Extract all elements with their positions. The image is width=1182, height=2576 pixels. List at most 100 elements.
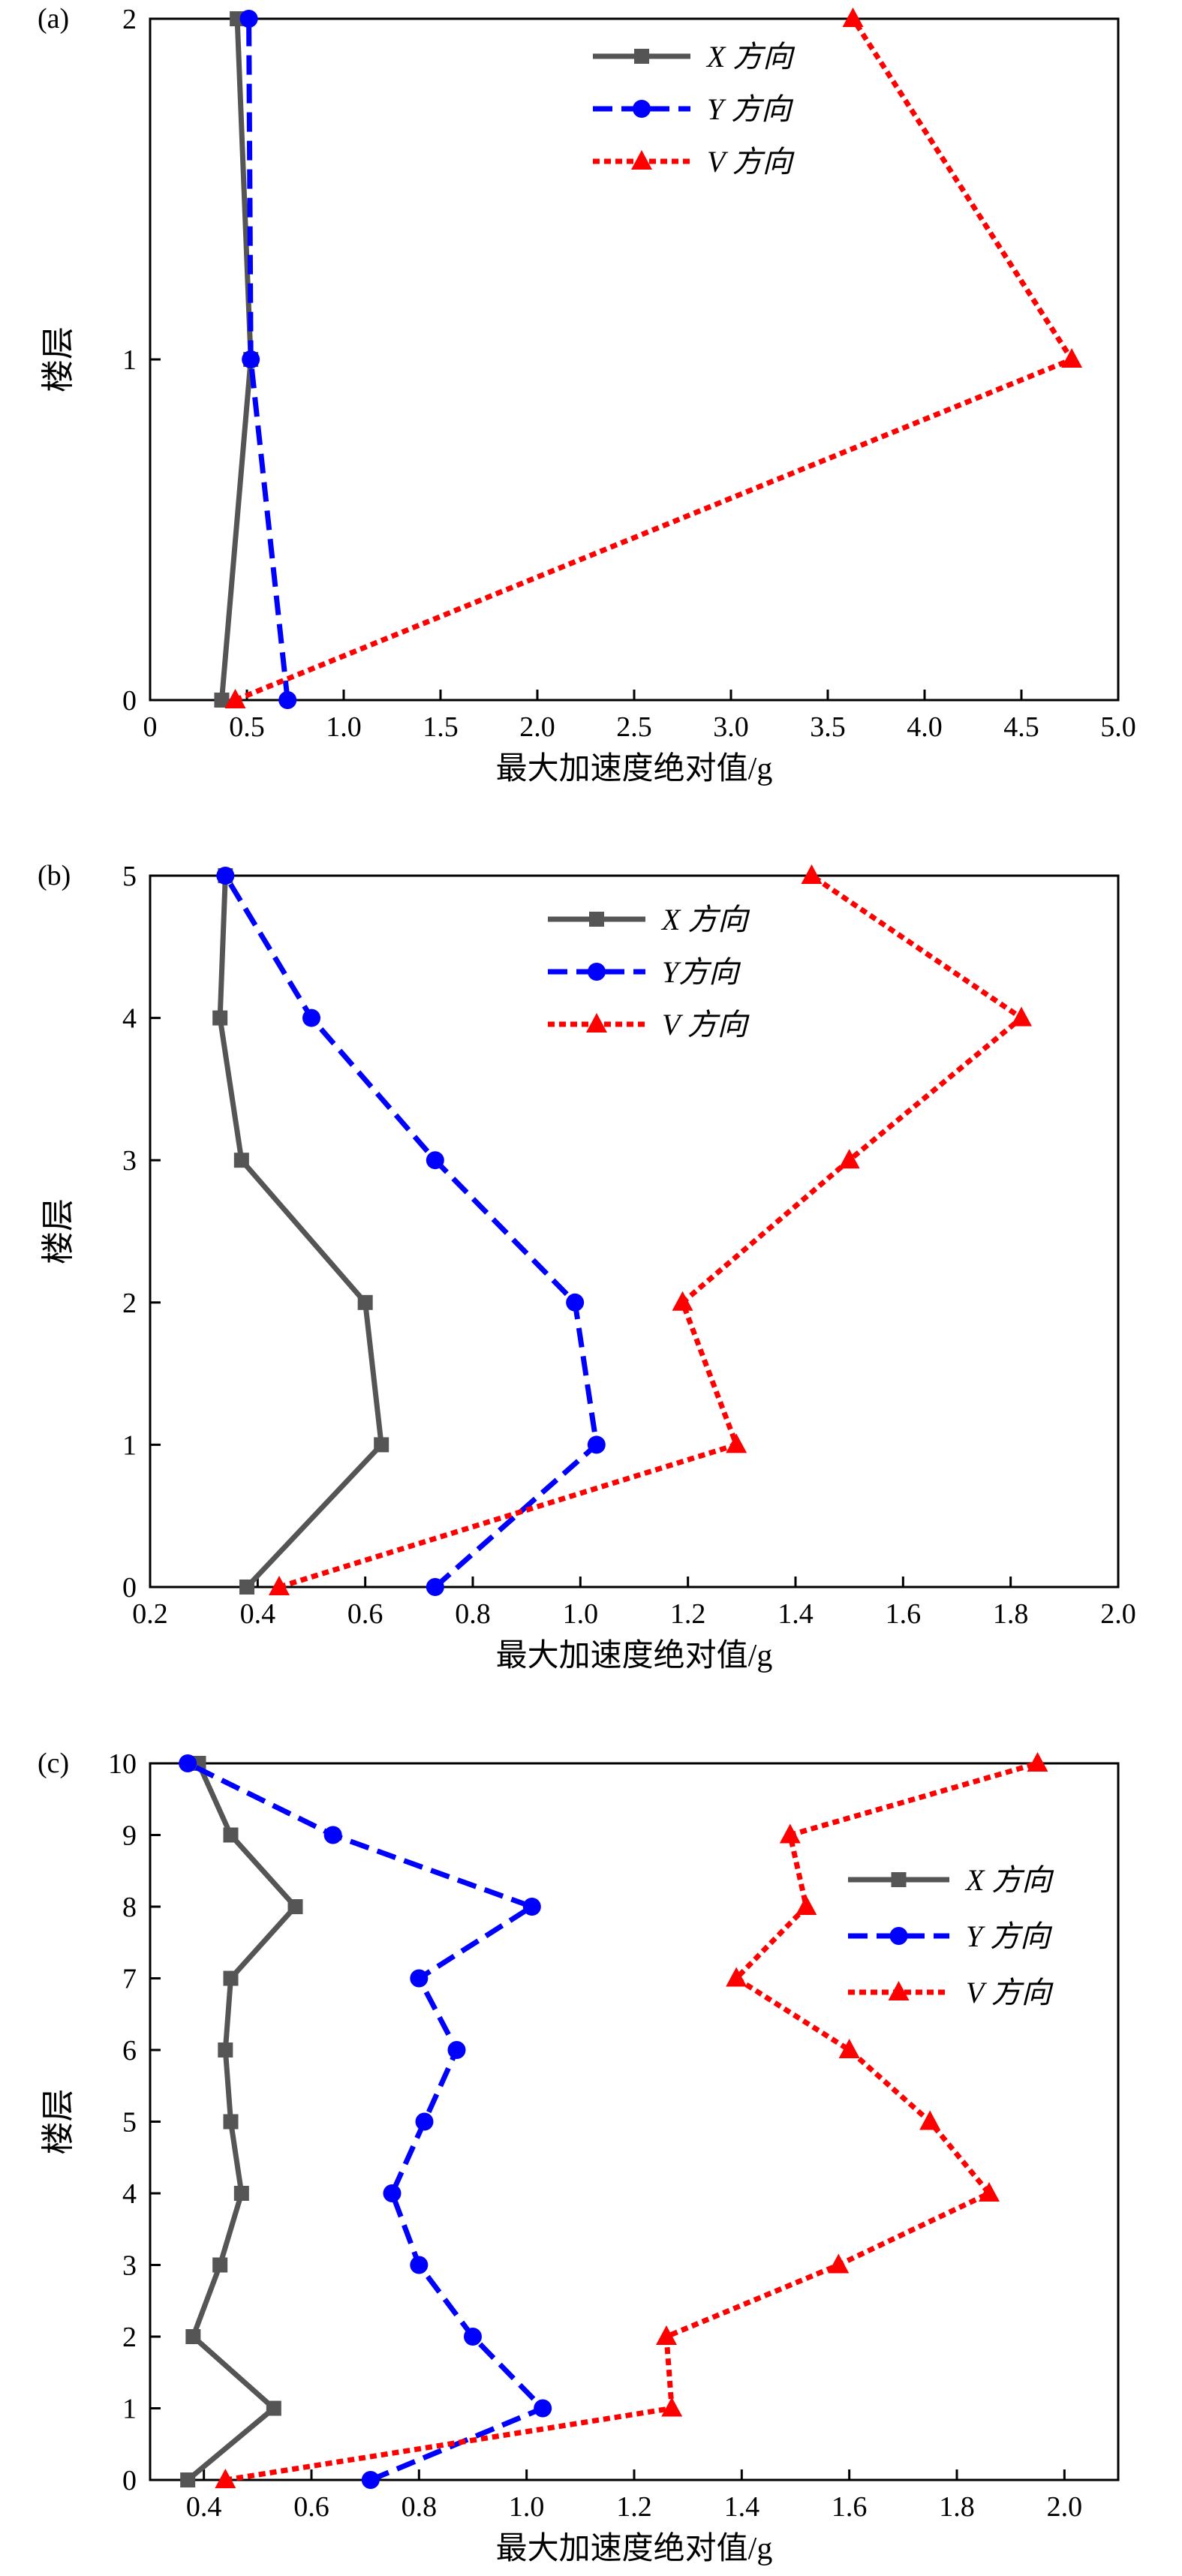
series-line (217, 875, 384, 1589)
x-tick-label: 3.0 (713, 711, 749, 743)
data-point (212, 2257, 228, 2273)
x-axis-label: 最大加速度绝对值/g (496, 751, 773, 786)
data-point (1011, 1006, 1032, 1026)
legend-marker (586, 1013, 607, 1033)
series-0 (180, 1756, 303, 2487)
data-point (383, 2184, 402, 2202)
data-point (278, 691, 297, 709)
data-point (215, 2469, 236, 2488)
x-tick-label: 1.6 (832, 2491, 868, 2523)
x-tick-label: 2.0 (1047, 2491, 1083, 2523)
x-tick-label: 3.5 (810, 711, 846, 743)
x-tick-label: 0.6 (347, 1598, 383, 1630)
x-tick-label: 5.0 (1100, 711, 1136, 743)
y-tick-label: 0 (122, 1572, 137, 1604)
series-2 (224, 8, 1083, 708)
series-line (234, 17, 1075, 703)
y-tick-label: 1 (122, 2394, 137, 2425)
data-point (566, 1293, 585, 1312)
panel-label: (c) (38, 1748, 69, 1779)
series-0 (212, 868, 389, 1595)
x-tick-label: 0.5 (229, 711, 265, 743)
y-tick-label: 1 (122, 344, 137, 376)
data-point (218, 2042, 233, 2057)
data-point (357, 1294, 373, 1310)
series-line (224, 1760, 1039, 2483)
x-tick-label: 2.0 (1100, 1598, 1136, 1630)
y-tick-label: 5 (122, 861, 137, 892)
data-point (185, 2329, 201, 2344)
legend-label: Y 方向 (707, 92, 793, 126)
legend-marker (888, 1981, 910, 2000)
y-tick-label: 10 (108, 1748, 137, 1780)
y-tick-label: 5 (122, 2107, 137, 2139)
series-line (278, 873, 1024, 1590)
x-tick-label: 0.8 (402, 2491, 438, 2523)
y-axis-label: 楼层 (40, 1198, 77, 1264)
panel-label: (b) (38, 860, 71, 891)
legend: X 方向 Y 方向 V 方向 (593, 40, 795, 179)
x-tick-label: 4.0 (907, 711, 943, 743)
data-point (801, 864, 823, 884)
x-tick-label: 4.5 (1003, 711, 1039, 743)
legend-label: X 方向 (705, 40, 795, 74)
data-point (233, 1153, 249, 1168)
y-tick-label: 1 (122, 1429, 137, 1461)
x-tick-label: 1.0 (509, 2491, 545, 2523)
data-point (212, 1010, 228, 1026)
legend-marker (631, 150, 652, 170)
data-point (426, 1578, 444, 1596)
data-point (233, 2186, 249, 2201)
series-2 (269, 864, 1032, 1595)
data-point (242, 350, 260, 368)
data-point (224, 689, 246, 708)
y-tick-label: 4 (122, 2178, 137, 2210)
data-point (361, 2471, 380, 2489)
x-tick-label: 0 (143, 711, 158, 743)
y-tick-label: 2 (122, 1288, 137, 1319)
x-tick-label: 0.2 (132, 1598, 168, 1630)
data-point (726, 1967, 747, 1987)
x-tick-label: 1.5 (423, 711, 459, 743)
x-tick-label: 1.2 (670, 1598, 706, 1630)
data-point (726, 1433, 747, 1453)
legend-marker (889, 1927, 908, 1945)
data-point (302, 1008, 320, 1027)
panel-b: 0.2 0.4 0.6 0.8 1.0 1.2 1.4 1.6 1.8 2.0 0 1 2 3 4 5 最大加速… (38, 860, 1136, 1673)
y-tick-label: 2 (122, 2322, 137, 2353)
data-point (287, 1899, 303, 1914)
data-point (828, 2253, 850, 2274)
data-point (796, 1895, 817, 1915)
data-point (216, 867, 235, 885)
x-tick-label: 2.5 (616, 711, 652, 743)
data-point (180, 2472, 196, 2487)
x-tick-label: 0.6 (293, 2491, 329, 2523)
legend-label: Y 方向 (966, 1919, 1052, 1953)
x-tick-label: 0.8 (455, 1598, 491, 1630)
series-line (185, 1762, 298, 2482)
legend-label: X 方向 (660, 903, 750, 936)
data-point (266, 2400, 281, 2416)
x-tick-label: 1.4 (724, 2491, 760, 2523)
data-point (842, 8, 864, 27)
x-axis-label: 最大加速度绝对值/g (496, 1638, 773, 1673)
panel-c: 0.4 0.6 0.8 1.0 1.2 1.4 1.6 1.8 2.0 0 1 2 3 4 5 6 7 8 9 10 最… (38, 1748, 1120, 2566)
data-point (1061, 348, 1083, 368)
series-1 (216, 867, 606, 1596)
x-tick-label: 1.0 (326, 711, 362, 743)
data-point (587, 1435, 606, 1454)
legend-label: V 方向 (662, 1008, 750, 1042)
data-point (522, 1898, 541, 1916)
data-point (323, 1826, 342, 1844)
x-tick-label: 1.8 (993, 1598, 1029, 1630)
data-point (415, 2112, 434, 2131)
data-point (464, 2328, 482, 2346)
data-point (410, 2256, 429, 2274)
data-point (223, 1970, 239, 1986)
series-2 (215, 1752, 1048, 2488)
data-point (979, 2182, 1000, 2202)
series-line (186, 1760, 546, 2483)
x-tick-label: 1.4 (777, 1598, 814, 1630)
series-line (223, 874, 600, 1589)
